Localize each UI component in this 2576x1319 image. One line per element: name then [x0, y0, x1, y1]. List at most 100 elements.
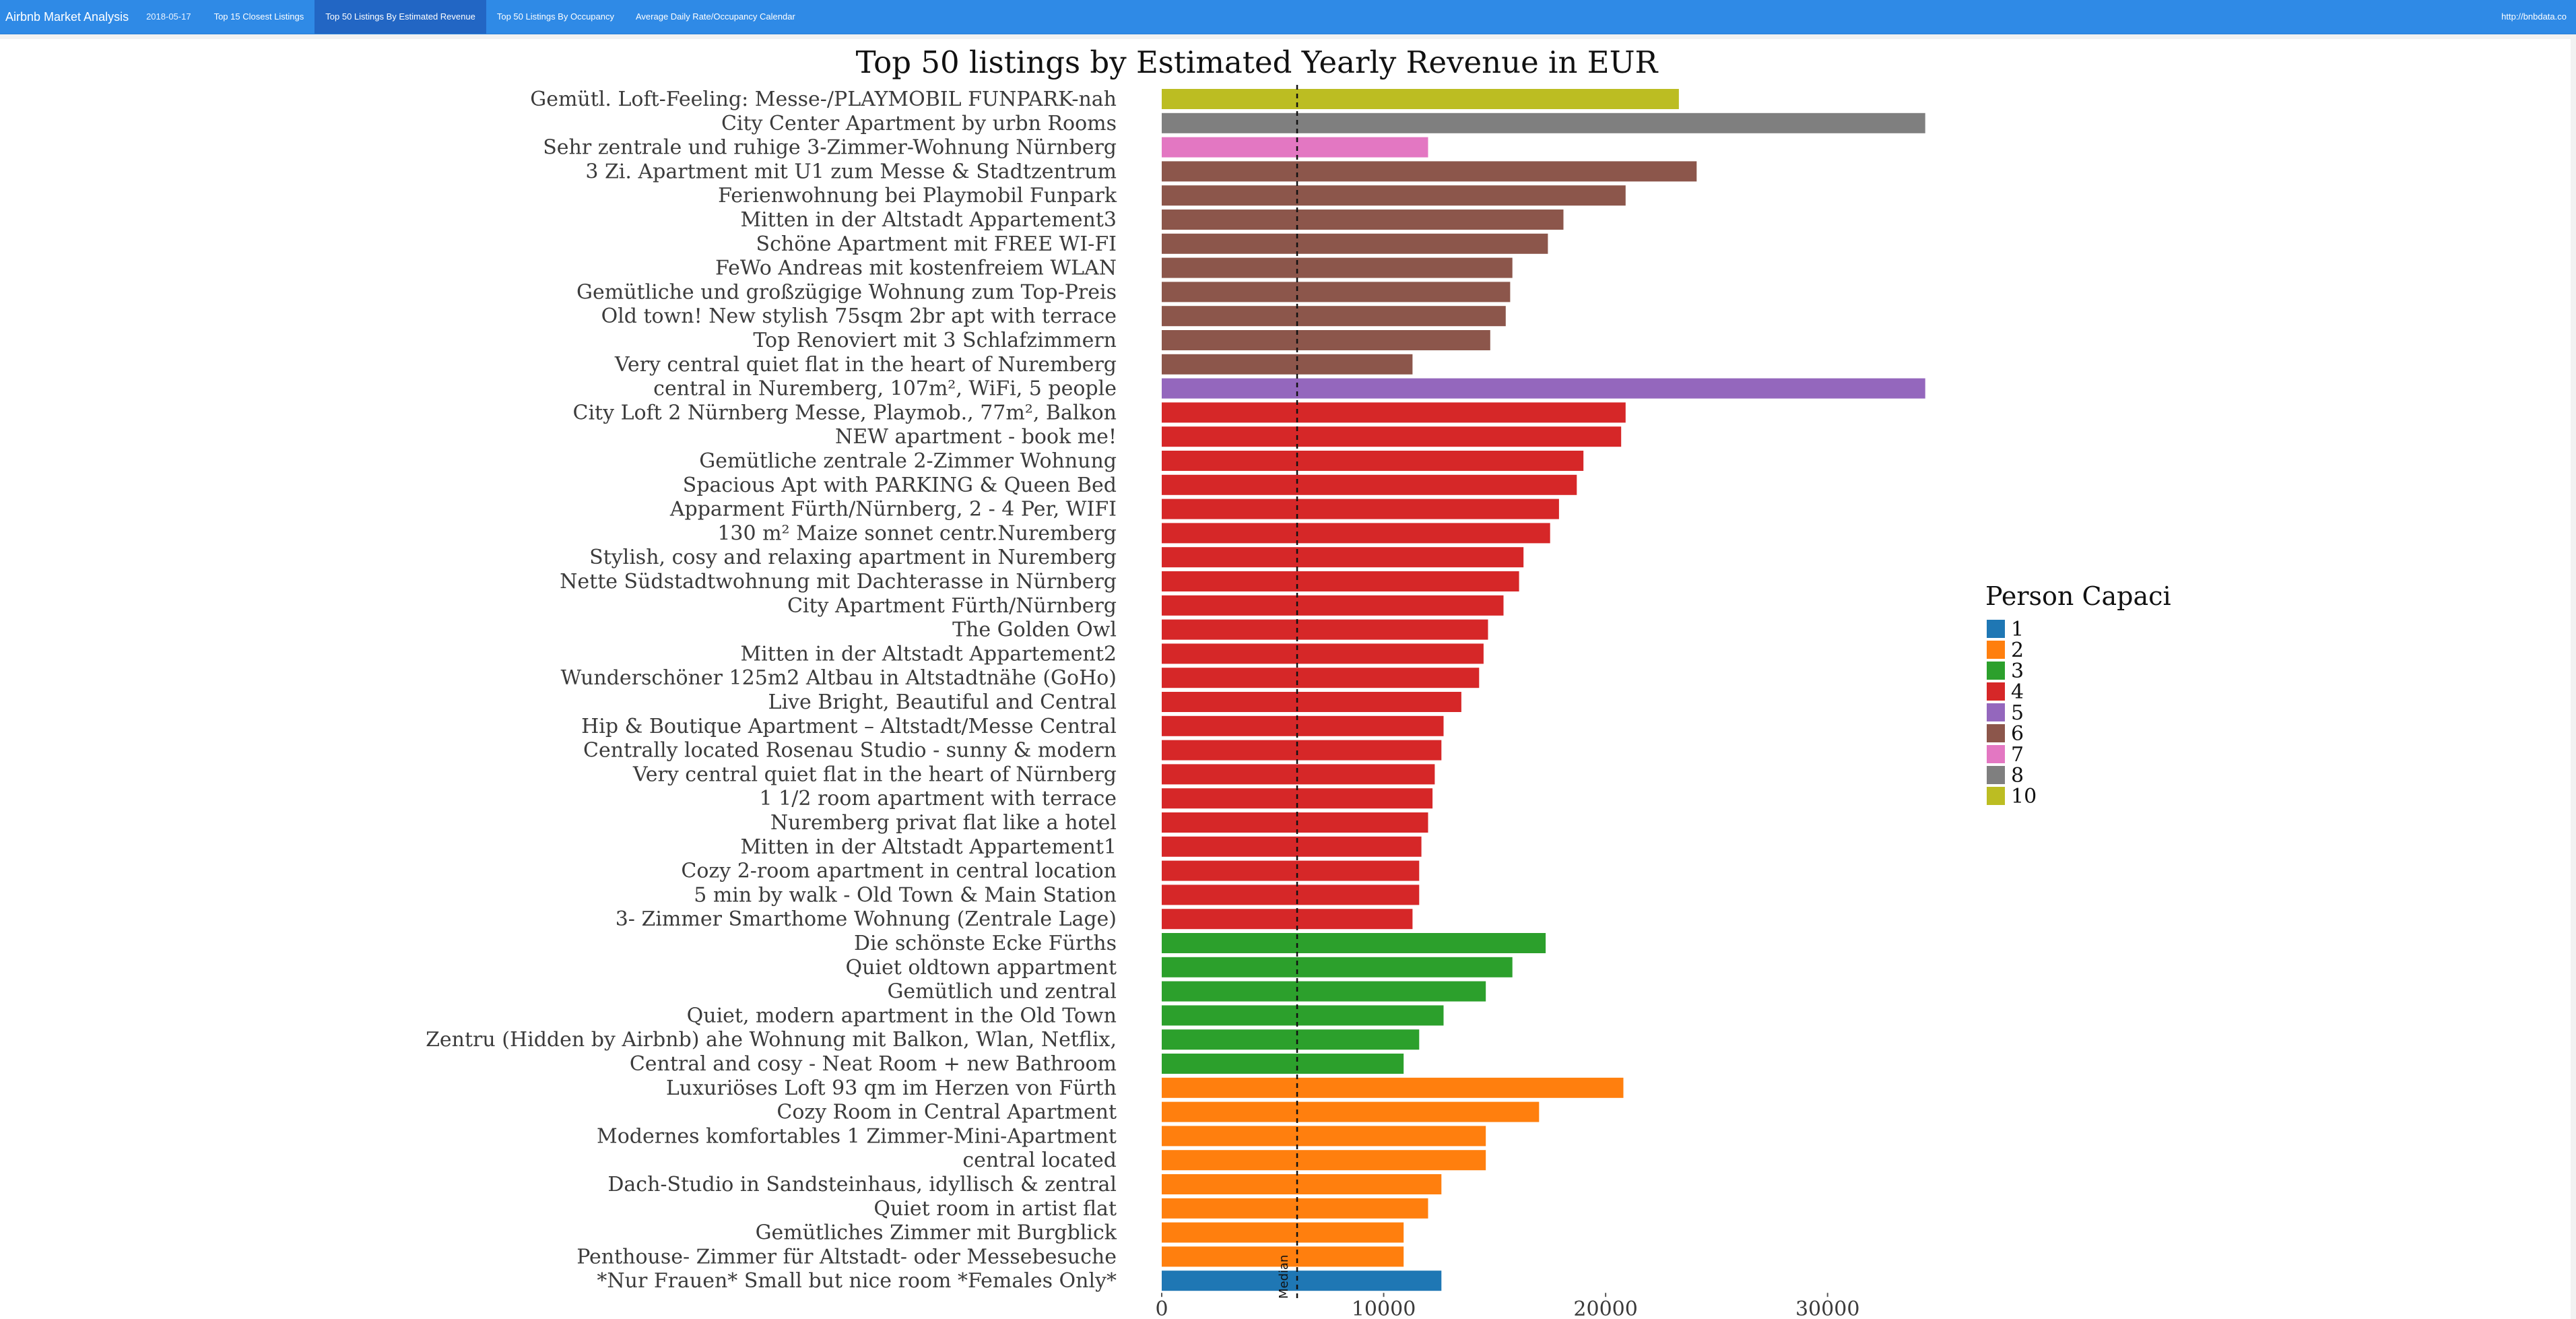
- category-label-17: Apparment Fürth/Nürnberg, 2 - 4 Per, WIF…: [669, 498, 1117, 521]
- bar-15: [1162, 451, 1584, 471]
- category-label-41: Luxuriöses Loft 93 qm im Herzen von Fürt…: [666, 1076, 1117, 1100]
- bar-2: [1162, 137, 1428, 158]
- legend-swatch-3: [1987, 662, 2005, 680]
- category-label-27: Centrally located Rosenau Studio - sunny…: [583, 739, 1117, 763]
- bar-8: [1162, 282, 1511, 302]
- bar-47: [1162, 1222, 1404, 1243]
- category-label-29: 1 1/2 room apartment with terrace: [760, 787, 1117, 810]
- category-label-32: Cozy 2-room apartment in central locatio…: [681, 860, 1117, 883]
- category-label-4: Ferienwohnung bei Playmobil Funpark: [718, 184, 1117, 207]
- bar-4: [1162, 185, 1626, 206]
- category-label-39: Zentru (Hidden by Airbnb) ahe Wohnung mi…: [426, 1028, 1117, 1052]
- category-label-25: Live Bright, Beautiful and Central: [768, 690, 1117, 714]
- bar-1: [1162, 112, 1925, 133]
- bar-22: [1162, 619, 1488, 640]
- category-label-18: 130 m² Maize sonnet centr.Nuremberg: [717, 521, 1117, 545]
- category-label-15: Gemütliche zentrale 2-Zimmer Wohnung: [699, 449, 1117, 473]
- bar-41: [1162, 1077, 1624, 1098]
- bar-45: [1162, 1174, 1442, 1194]
- x-tick-label-0: 0: [1155, 1297, 1168, 1319]
- bar-35: [1162, 933, 1546, 953]
- legend-label-1: 1: [2011, 618, 2024, 641]
- category-label-10: Top Renoviert mit 3 Schlafzimmern: [753, 329, 1117, 352]
- chart-title: Top 50 listings by Estimated Yearly Reve…: [856, 44, 1659, 80]
- x-tick-label-1: 10000: [1352, 1297, 1416, 1319]
- category-label-30: Nuremberg privat flat like a hotel: [770, 811, 1117, 835]
- bars-layer: [1162, 89, 1925, 1291]
- category-label-42: Cozy Room in Central Apartment: [777, 1101, 1117, 1124]
- legend-swatch-10: [1987, 787, 2005, 805]
- legend-swatch-7: [1987, 745, 2005, 763]
- bar-5: [1162, 210, 1564, 230]
- app-brand[interactable]: Airbnb Market Analysis: [5, 10, 129, 24]
- category-label-14: NEW apartment - book me!: [835, 425, 1117, 449]
- category-label-21: City Apartment Fürth/Nürnberg: [787, 594, 1117, 618]
- bar-25: [1162, 692, 1461, 712]
- legend-label-7: 7: [2011, 743, 2024, 767]
- category-label-3: 3 Zi. Apartment mit U1 zum Messe & Stadt…: [585, 160, 1117, 183]
- bar-19: [1162, 547, 1524, 568]
- category-label-43: Modernes komfortables 1 Zimmer-Mini-Apar…: [597, 1124, 1117, 1148]
- bar-39: [1162, 1029, 1420, 1050]
- legend-label-2: 2: [2011, 639, 2024, 662]
- tab-adr-occupancy-calendar[interactable]: Average Daily Rate/Occupancy Calendar: [636, 11, 795, 22]
- bar-43: [1162, 1126, 1486, 1147]
- category-label-44: central located: [962, 1149, 1117, 1172]
- bar-46: [1162, 1198, 1428, 1219]
- category-label-48: Penthouse- Zimmer für Altstadt- oder Mes…: [576, 1245, 1117, 1268]
- bar-40: [1162, 1054, 1404, 1074]
- category-label-1: City Center Apartment by urbn Rooms: [721, 112, 1117, 135]
- category-label-31: Mitten in der Altstadt Appartement1: [740, 835, 1117, 859]
- bar-13: [1162, 402, 1626, 423]
- legend-swatch-4: [1987, 682, 2005, 701]
- category-label-49: *Nur Frauen* Small but nice room *Female…: [597, 1269, 1117, 1293]
- category-label-13: City Loft 2 Nürnberg Messe, Playmob., 77…: [573, 401, 1117, 424]
- category-label-7: FeWo Andreas mit kostenfreiem WLAN: [715, 257, 1117, 280]
- bar-48: [1162, 1246, 1404, 1267]
- category-label-35: Die schönste Ecke Fürths: [854, 932, 1117, 955]
- tab-top-50-occupancy[interactable]: Top 50 Listings By Occupancy: [496, 11, 614, 22]
- bar-27: [1162, 740, 1442, 761]
- x-axis: 0 10000 20000 30000: [1155, 1293, 1859, 1319]
- revenue-bar-chart: Top 50 listings by Estimated Yearly Reve…: [426, 44, 2171, 1319]
- category-label-24: Wunderschöner 125m2 Altbau in Altstadtnä…: [560, 666, 1117, 690]
- legend-swatch-1: [1987, 620, 2005, 638]
- bar-7: [1162, 257, 1513, 278]
- category-label-12: central in Nuremberg, 107m², WiFi, 5 peo…: [653, 377, 1117, 401]
- legend-swatch-6: [1987, 724, 2005, 742]
- legend-title: Person Capaci: [1985, 581, 2171, 611]
- bar-32: [1162, 860, 1420, 881]
- category-label-5: Mitten in der Altstadt Appartement3: [740, 208, 1117, 232]
- legend-label-6: 6: [2011, 722, 2024, 746]
- category-label-26: Hip & Boutique Apartment – Altstadt/Mess…: [581, 715, 1117, 738]
- legend-label-8: 8: [2011, 764, 2024, 787]
- category-label-45: Dach-Studio in Sandsteinhaus, idyllisch …: [607, 1173, 1117, 1196]
- category-label-8: Gemütliche und großzügige Wohnung zum To…: [576, 280, 1117, 304]
- tab-top-50-revenue[interactable]: Top 50 Listings By Estimated Revenue: [315, 0, 486, 34]
- report-date: 2018-05-17: [146, 11, 191, 22]
- bar-16: [1162, 474, 1577, 495]
- bar-24: [1162, 668, 1480, 688]
- bar-26: [1162, 715, 1444, 736]
- tab-top-15-closest[interactable]: Top 15 Closest Listings: [213, 11, 304, 22]
- category-label-40: Central and cosy - Neat Room + new Bathr…: [630, 1052, 1117, 1076]
- bar-36: [1162, 957, 1513, 977]
- category-label-38: Quiet, modern apartment in the Old Town: [687, 1004, 1117, 1027]
- bar-20: [1162, 571, 1519, 591]
- bar-21: [1162, 595, 1504, 616]
- bar-17: [1162, 498, 1559, 519]
- bar-23: [1162, 643, 1484, 664]
- bar-30: [1162, 812, 1428, 833]
- category-label-22: The Golden Owl: [952, 618, 1117, 642]
- bar-42: [1162, 1101, 1540, 1122]
- legend-label-3: 3: [2011, 660, 2024, 683]
- site-link[interactable]: http://bnbdata.co: [2501, 11, 2567, 22]
- category-label-37: Gemütlich und zentral: [887, 980, 1117, 1004]
- category-labels: Gemütl. Loft-Feeling: Messe-/PLAYMOBIL F…: [426, 88, 1117, 1293]
- navbar: Airbnb Market Analysis 2018-05-17 Top 15…: [0, 0, 2576, 34]
- bar-9: [1162, 306, 1506, 327]
- bar-31: [1162, 836, 1422, 857]
- category-label-2: Sehr zentrale und ruhige 3-Zimmer-Wohnun…: [543, 136, 1117, 160]
- category-label-16: Spacious Apt with PARKING & Queen Bed: [683, 474, 1117, 497]
